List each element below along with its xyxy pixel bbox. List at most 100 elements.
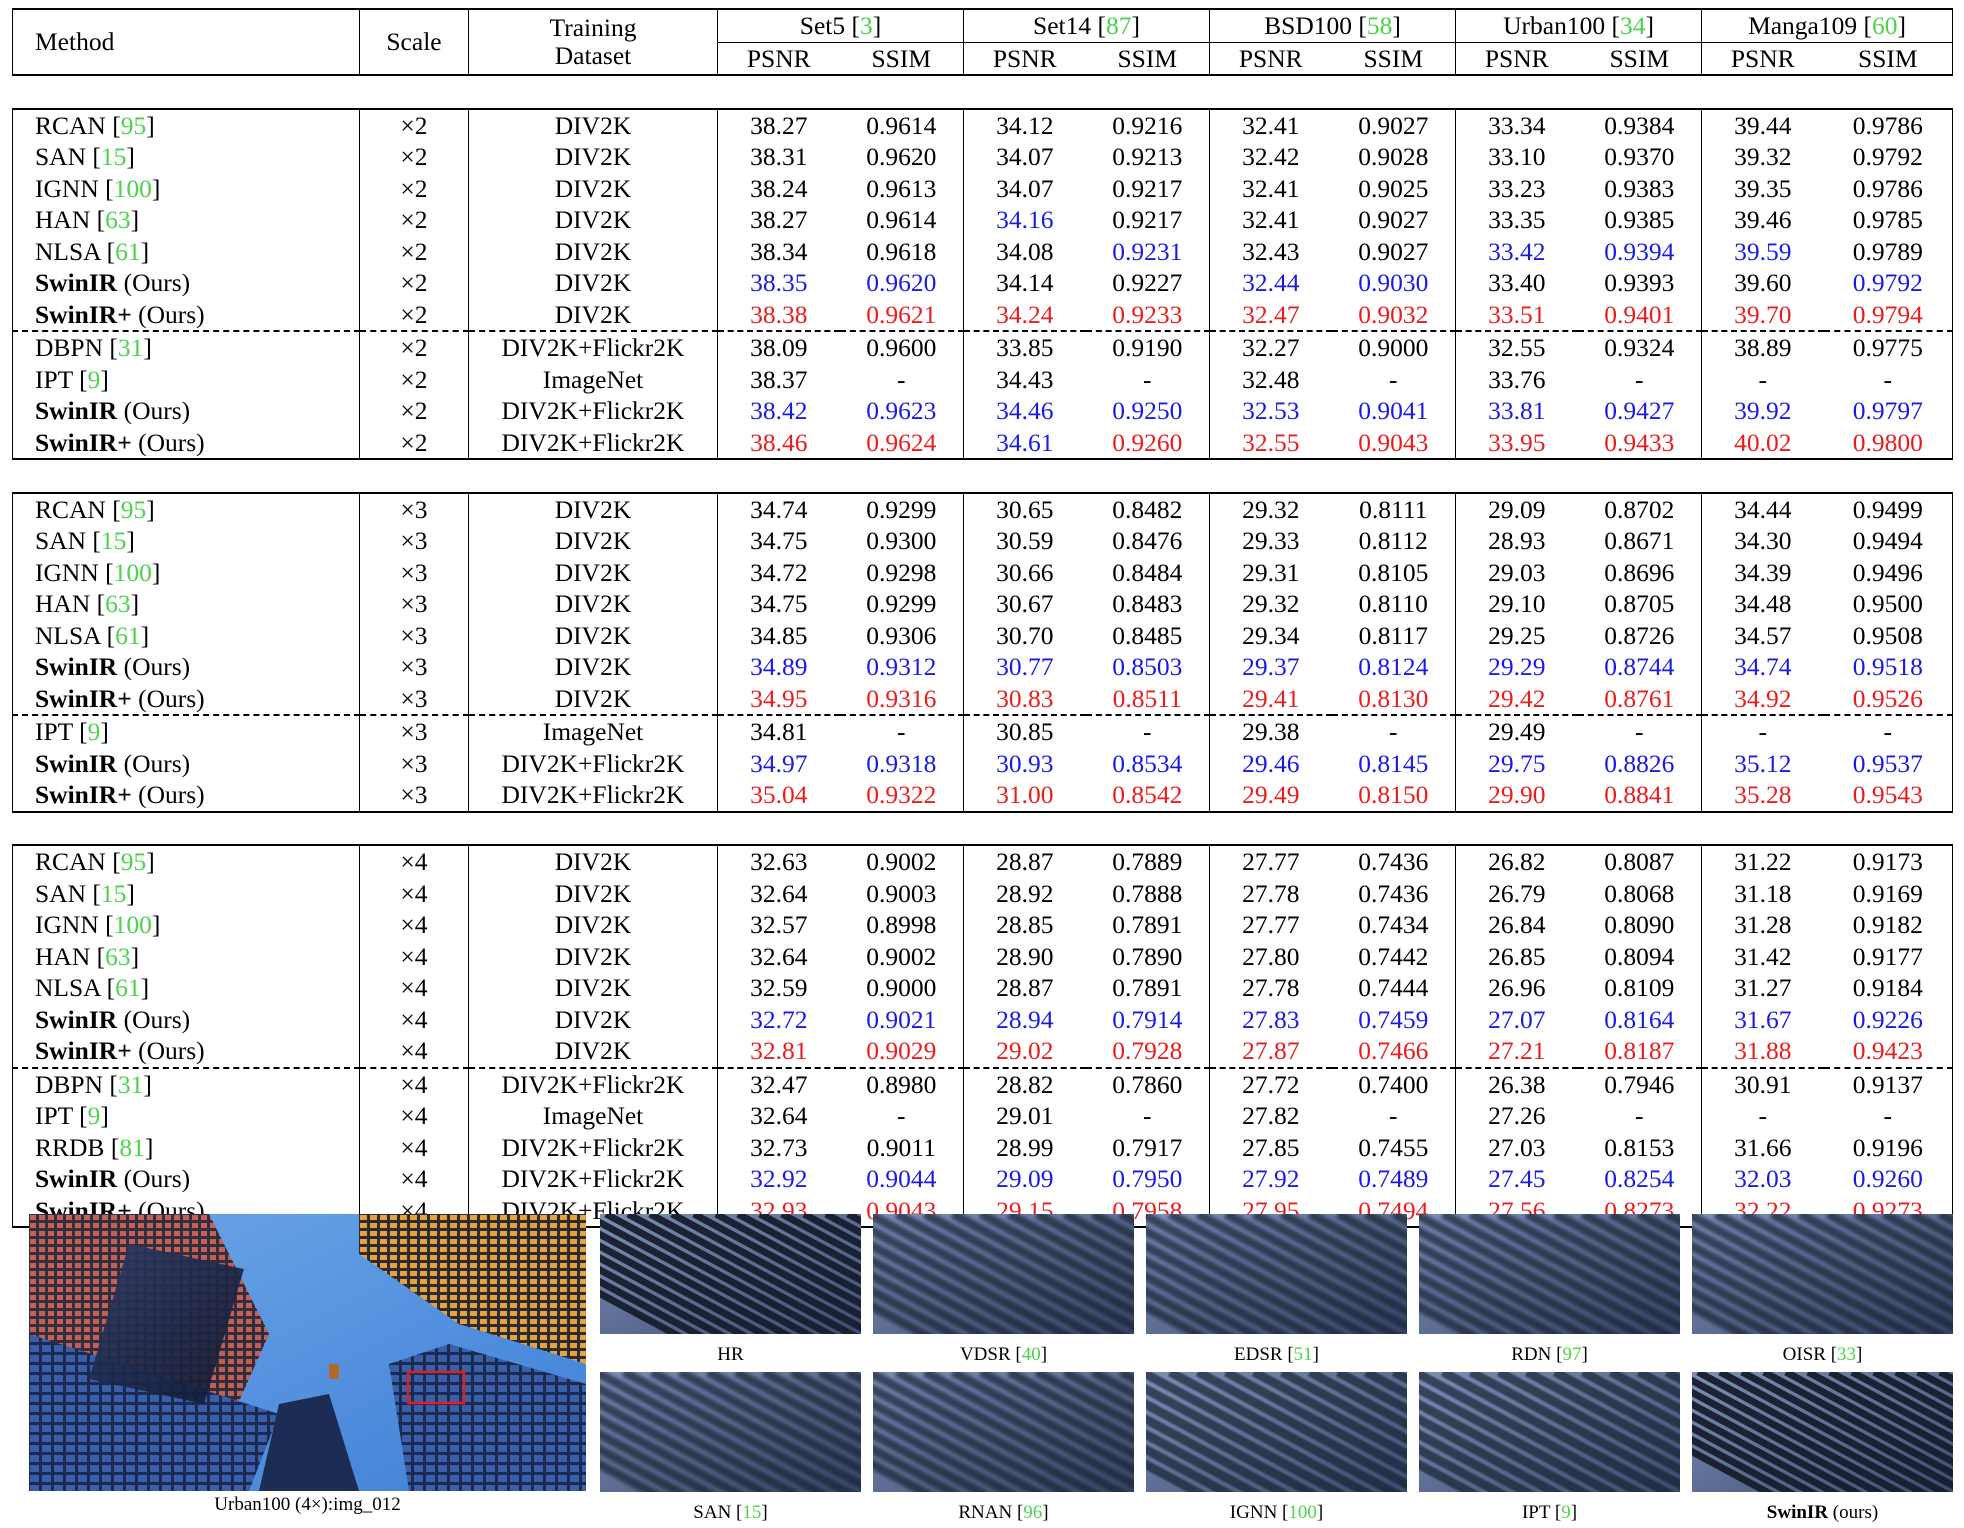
ssim-value: 0.8483 bbox=[1085, 588, 1210, 620]
ssim-value: - bbox=[839, 1100, 964, 1132]
citation-ref: 31 bbox=[117, 333, 144, 362]
psnr-value: 29.09 bbox=[996, 1164, 1054, 1193]
psnr-value: 34.57 bbox=[1734, 620, 1792, 650]
patch-image bbox=[600, 1214, 861, 1334]
patch-image bbox=[1146, 1214, 1407, 1334]
method-cell: SAN [15] bbox=[12, 525, 360, 557]
ssim-header: SSIM bbox=[1577, 42, 1703, 76]
psnr-value: 27.03 bbox=[1488, 1132, 1546, 1162]
ssim-value: 0.9385 bbox=[1577, 204, 1703, 236]
ssim-value: 0.9041 bbox=[1331, 395, 1457, 427]
scale-cell: ×2 bbox=[359, 363, 469, 395]
method-suffix: (Ours) bbox=[117, 748, 191, 778]
ssim-value: 0.9000 bbox=[839, 972, 964, 1004]
ssim-value: 0.9494 bbox=[1823, 525, 1954, 557]
psnr-value: 32.72 bbox=[750, 1004, 808, 1034]
citation-ref: 95 bbox=[120, 847, 147, 876]
psnr-value: 38.31 bbox=[750, 142, 808, 171]
citation-ref: 60 bbox=[1872, 11, 1898, 40]
psnr-value: 33.85 bbox=[963, 330, 1086, 364]
method-name: HAN bbox=[35, 589, 91, 618]
dataset-header-bsd100: BSD100 [58] bbox=[1209, 8, 1457, 43]
ssim-value: 0.9394 bbox=[1577, 235, 1703, 267]
psnr-value: 27.92 bbox=[1242, 1164, 1300, 1193]
psnr-value: 31.67 bbox=[1734, 1004, 1792, 1034]
table-row: RCAN [95] ×2 DIV2K 38.27 0.9614 34.12 0.9216 32… bbox=[12, 107, 1954, 141]
ssim-value: 0.9621 bbox=[839, 298, 964, 331]
psnr-value: 34.07 bbox=[996, 142, 1054, 171]
psnr-value: 34.74 bbox=[717, 491, 840, 525]
patch-image bbox=[873, 1214, 1134, 1334]
ssim-value: 0.9029 bbox=[839, 1035, 964, 1068]
dataset-header-manga109: Manga109 [60] bbox=[1701, 8, 1954, 43]
ssim-value: 0.8130 bbox=[1331, 682, 1457, 715]
method-cell: SAN [15] bbox=[12, 141, 360, 173]
ssim-value: 0.8117 bbox=[1331, 619, 1457, 651]
ssim-value: 0.9393 bbox=[1577, 267, 1703, 299]
psnr-value: 34.75 bbox=[750, 526, 808, 555]
psnr-value: 29.49 bbox=[1209, 779, 1332, 813]
psnr-value: - bbox=[1758, 1101, 1768, 1130]
ssim-value: 0.8109 bbox=[1577, 972, 1703, 1004]
psnr-value: 38.24 bbox=[750, 173, 808, 203]
training-dataset-cell: ImageNet bbox=[468, 714, 718, 748]
training-dataset-cell: DIV2K bbox=[468, 619, 718, 651]
table-row: DBPN [31] ×2 DIV2K+Flickr2K 38.09 0.9600 33.8… bbox=[12, 330, 1954, 364]
psnr-value: 30.65 bbox=[963, 491, 1086, 525]
psnr-value: 27.83 bbox=[1242, 1004, 1300, 1034]
ssim-value: 0.8111 bbox=[1331, 491, 1457, 525]
training-dataset-cell: DIV2K bbox=[468, 267, 718, 299]
ssim-value: 0.8105 bbox=[1331, 556, 1457, 588]
method-name: RRDB bbox=[35, 1132, 105, 1162]
scale-cell: ×3 bbox=[359, 556, 469, 588]
ssim-value: 0.9260 bbox=[1823, 1163, 1954, 1195]
psnr-value: 31.66 bbox=[1734, 1132, 1792, 1162]
method-header: Method bbox=[12, 8, 360, 76]
ssim-value: 0.7436 bbox=[1331, 844, 1457, 878]
psnr-value: 38.38 bbox=[750, 299, 808, 329]
ssim-value: - bbox=[839, 714, 964, 748]
ssim-value: 0.8112 bbox=[1331, 525, 1457, 557]
psnr-value: 32.41 bbox=[1242, 173, 1300, 203]
training-dataset-cell: DIV2K bbox=[468, 172, 718, 204]
training-dataset-cell: DIV2K bbox=[468, 682, 718, 715]
method-cell: NLSA [61] bbox=[12, 972, 360, 1004]
training-dataset-cell: DIV2K bbox=[468, 204, 718, 236]
ssim-value: 0.9800 bbox=[1823, 426, 1954, 460]
table-row: SwinIR (Ours) ×3 DIV2K 34.89 0.9312 30.77 0.85… bbox=[12, 651, 1954, 683]
psnr-value: 31.18 bbox=[1734, 878, 1792, 908]
psnr-value: 29.10 bbox=[1488, 589, 1546, 618]
ssim-value: 0.9025 bbox=[1331, 172, 1457, 204]
scale-cell: ×3 bbox=[359, 619, 469, 651]
table-row: HAN [63] ×2 DIV2K 38.27 0.9614 34.16 0.9217 32.… bbox=[12, 204, 1954, 236]
psnr-value: 29.90 bbox=[1455, 779, 1578, 813]
psnr-value: 35.12 bbox=[1734, 748, 1792, 778]
scale-cell: ×4 bbox=[359, 1035, 469, 1068]
psnr-value: 39.70 bbox=[1734, 299, 1792, 329]
patch-caption: IGNN [100] bbox=[1229, 1502, 1324, 1523]
training-dataset-cell: DIV2K bbox=[468, 972, 718, 1004]
psnr-value: 34.97 bbox=[750, 748, 808, 778]
citation-ref: 87 bbox=[1105, 11, 1132, 40]
psnr-value: 30.67 bbox=[996, 589, 1054, 618]
ssim-value: 0.9250 bbox=[1085, 395, 1210, 427]
table-row: HAN [63] ×4 DIV2K 32.64 0.9002 28.90 0.7890 27.… bbox=[12, 940, 1954, 972]
psnr-value: 32.43 bbox=[1242, 236, 1300, 266]
method-name: DBPN bbox=[35, 333, 104, 362]
scale-cell: ×4 bbox=[359, 972, 469, 1004]
psnr-value: 32.41 bbox=[1209, 107, 1332, 141]
ssim-value: 0.9537 bbox=[1823, 747, 1954, 779]
ssim-value: - bbox=[1085, 714, 1210, 748]
psnr-header: PSNR bbox=[717, 42, 840, 76]
psnr-value: 27.77 bbox=[1242, 910, 1300, 939]
ssim-value: 0.9030 bbox=[1331, 267, 1457, 299]
psnr-value: 33.81 bbox=[1488, 396, 1546, 425]
method-suffix: (Ours) bbox=[131, 299, 205, 329]
ssim-value: 0.8145 bbox=[1331, 747, 1457, 779]
patch-caption: EDSR [51] bbox=[1234, 1344, 1319, 1365]
psnr-value: 33.76 bbox=[1488, 364, 1546, 394]
dataset-name: Manga109 bbox=[1748, 11, 1858, 40]
psnr-value: 27.26 bbox=[1488, 1101, 1546, 1130]
scale-cell: ×3 bbox=[359, 588, 469, 620]
method-cell: IGNN [100] bbox=[12, 172, 360, 204]
